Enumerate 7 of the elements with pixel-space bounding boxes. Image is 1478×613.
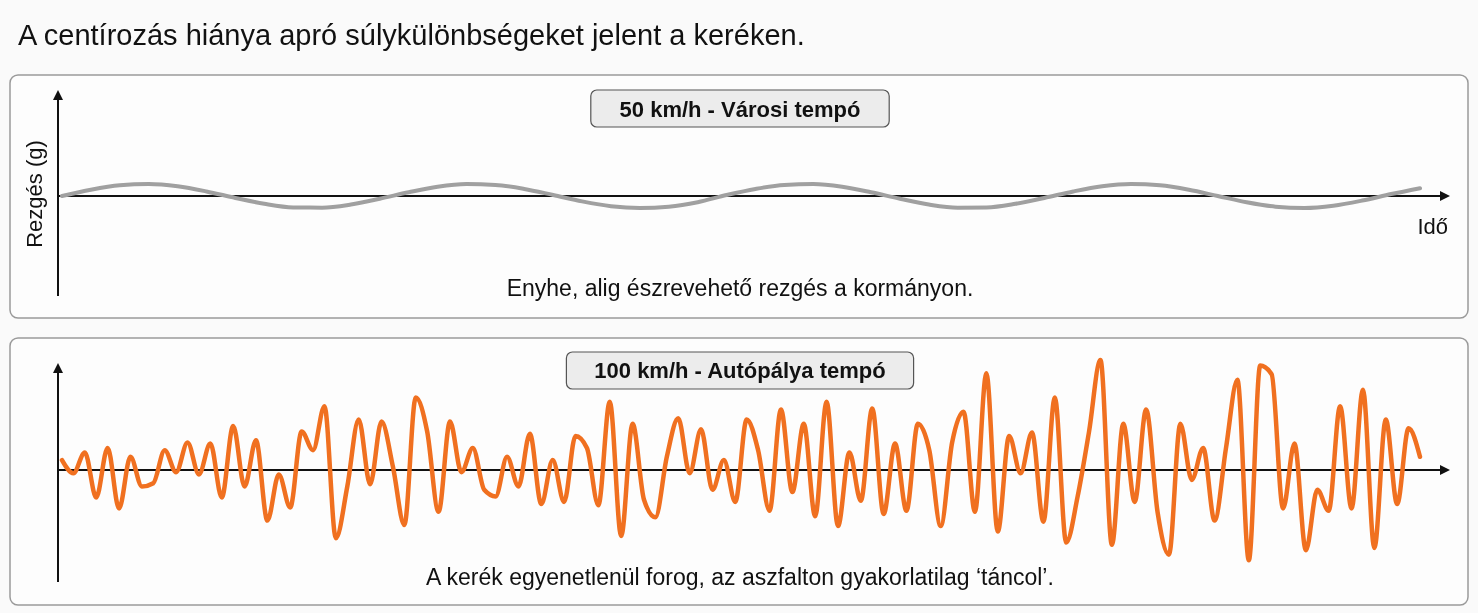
x-axis-title: Idő [1417,214,1448,239]
chart-title: 100 km/h - Autópálya tempó [594,358,886,383]
chart-subtitle: 50 km/h - Városi tempó [619,97,861,122]
chart-title: A centírozás hiánya apró súlykülönbségeket jelent a keréken. [18,19,805,51]
y-axis-title: Rezgés (g) [22,140,47,248]
text: A kerék egyenetlenül forog, az aszfalton gyakorlatilag ‘táncol’. [426,564,1054,590]
text: Enyhe, alig észrevehető rezgés a kormányon. [506,275,974,301]
